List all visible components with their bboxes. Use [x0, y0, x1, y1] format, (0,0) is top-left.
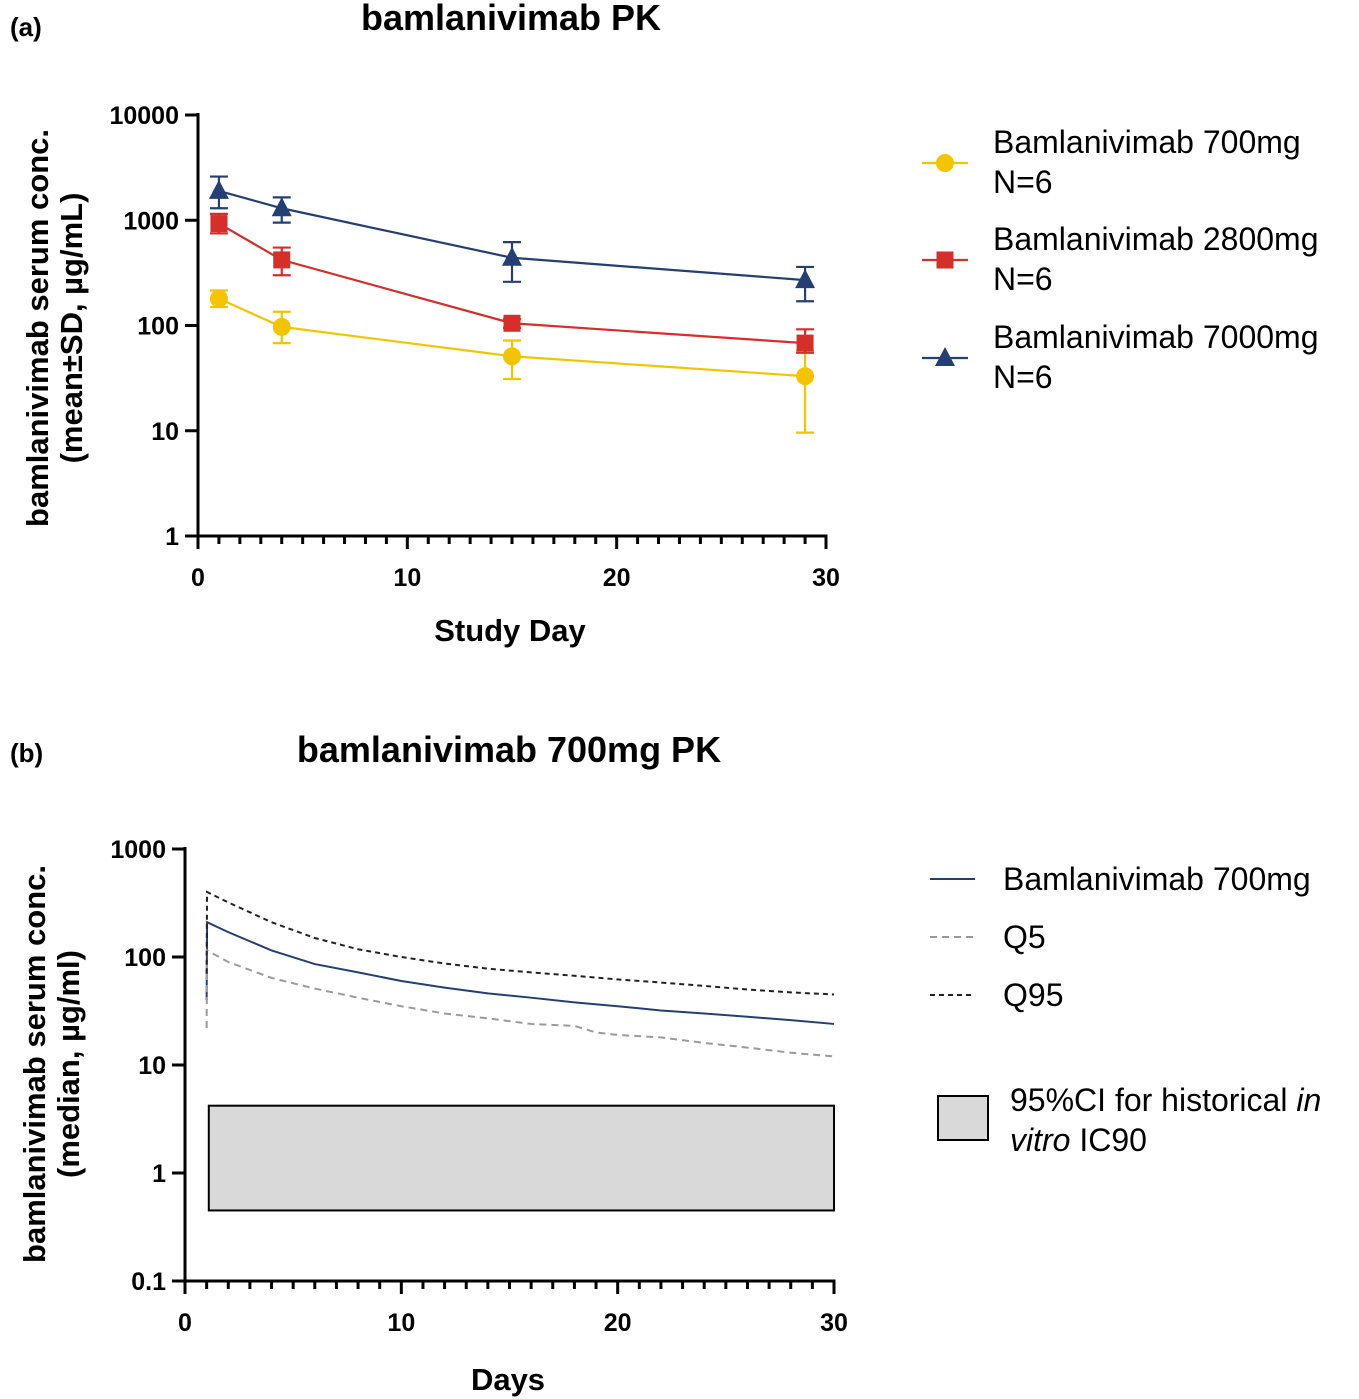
legend-band-swatch — [937, 1095, 989, 1141]
chart-b-axes: 0 10 20 30 0.1 1 10 100 1000 — [110, 836, 848, 1337]
chart-b-series-line-median — [205, 920, 835, 1025]
chart-b-title: bamlanivimab 700mg PK — [297, 729, 721, 770]
legend-band-text-c: vitro — [1010, 1122, 1070, 1158]
legend-item: Bamlanivimab 700mg — [930, 861, 1311, 897]
legend-item: Q5 — [930, 919, 1046, 955]
data-point — [796, 367, 815, 386]
legend-label: Bamlanivimab 2800mg — [993, 221, 1319, 257]
legend-band-label-line2: vitro IC90 — [1010, 1122, 1147, 1158]
chart-b-y-tick-label: 1 — [152, 1160, 166, 1188]
data-point — [503, 347, 521, 366]
legend-item: Bamlanivimab 7000mg N=6 — [922, 319, 1319, 395]
data-point — [271, 197, 292, 217]
legend-label: Bamlanivimab 700mg — [1003, 861, 1311, 897]
chart-a-xlabel: Study Day — [434, 613, 586, 648]
legend-band-text-b: in — [1296, 1082, 1321, 1118]
data-point — [273, 251, 291, 269]
data-point — [502, 246, 522, 266]
legend-label: Q95 — [1003, 977, 1063, 1013]
chart-a-y-tick-label: 10000 — [109, 102, 179, 130]
data-point — [795, 269, 816, 289]
data-point — [209, 289, 228, 308]
chart-b-legend: 95%CI for historical in vitro IC90 Bamla… — [930, 861, 1321, 1158]
chart-a-ylabel: bamlanivimab serum conc. (mean±SD, µg/mL… — [20, 129, 89, 527]
data-point — [796, 334, 814, 352]
chart-a-x-tick-label: 0 — [191, 564, 205, 592]
legend-marker — [935, 347, 955, 366]
data-point — [208, 179, 229, 199]
panel-label-b: (b) — [10, 738, 43, 768]
chart-b-y-tick-label: 100 — [124, 944, 166, 972]
legend-sublabel: N=6 — [993, 261, 1053, 297]
chart-a-ylabel-line2: (mean±SD, µg/mL) — [54, 193, 89, 464]
chart-a-x-tick-label: 20 — [603, 564, 631, 592]
chart-b-ylabel: bamlanivimab serum conc. (median, µg/ml) — [17, 865, 86, 1263]
chart-a-plot-area — [208, 175, 816, 434]
chart-b-plot-area — [205, 890, 835, 1058]
data-point — [210, 215, 228, 233]
legend-label: Bamlanivimab 700mg — [993, 124, 1301, 160]
chart-b-x-tick-label: 20 — [604, 1309, 632, 1337]
legend-band-text-d: IC90 — [1070, 1122, 1146, 1158]
legend-marker — [936, 154, 954, 172]
chart-b-ylabel-line2: (median, µg/ml) — [51, 950, 86, 1178]
series-line — [218, 189, 806, 282]
chart-b-y-tick-label: 10 — [138, 1052, 166, 1080]
legend-band-text-a: 95%CI for historical — [1010, 1082, 1296, 1118]
chart-a: (a) bamlanivimab PK bamlanivimab serum c… — [10, 0, 1319, 648]
legend-sublabel: N=6 — [993, 164, 1053, 200]
chart-b-x-tick-label: 30 — [820, 1309, 848, 1337]
chart-b-y-tick-label: 0.1 — [131, 1268, 166, 1296]
panel-label-a: (a) — [10, 12, 42, 42]
chart-a-series-700mg — [209, 289, 815, 434]
ic90-band — [207, 1104, 835, 1212]
chart-a-axes: 0 10 20 30 1 10 100 1000 10000 — [109, 102, 839, 592]
chart-a-x-tick-label: 10 — [393, 564, 421, 592]
chart-a-y-tick-label: 10 — [151, 418, 179, 446]
chart-a-series-2800mg — [209, 212, 815, 354]
chart-a-title: bamlanivimab PK — [361, 0, 661, 38]
chart-b-x-tick-label: 10 — [387, 1309, 415, 1337]
chart-a-ylabel-line1: bamlanivimab serum conc. — [20, 129, 55, 527]
data-point — [503, 314, 521, 332]
chart-b-x-tick-label: 0 — [178, 1309, 192, 1337]
series-line — [218, 297, 806, 378]
legend-marker — [936, 251, 954, 269]
chart-b-series-line-q5 — [205, 948, 835, 1058]
legend-item: Bamlanivimab 2800mg N=6 — [922, 221, 1319, 297]
chart-b-xlabel: Days — [471, 1362, 545, 1397]
chart-b: (b) bamlanivimab 700mg PK bamlanivimab s… — [10, 729, 1321, 1397]
data-point — [272, 317, 291, 336]
chart-b-y-tick-label: 1000 — [110, 836, 166, 864]
legend-band-label-line1: 95%CI for historical in — [1010, 1082, 1321, 1118]
chart-b-series-line-q95 — [205, 890, 835, 996]
chart-a-series-7000mg — [208, 175, 816, 303]
legend-item: Q95 — [930, 977, 1063, 1013]
legend-label: Q5 — [1003, 919, 1046, 955]
chart-a-y-tick-label: 100 — [137, 313, 179, 341]
chart-a-y-tick-label: 1000 — [123, 207, 179, 235]
legend-label: Bamlanivimab 7000mg — [993, 319, 1319, 355]
chart-b-ylabel-line1: bamlanivimab serum conc. — [17, 865, 52, 1263]
chart-a-y-tick-label: 1 — [165, 523, 179, 551]
legend-item: Bamlanivimab 700mg N=6 — [922, 124, 1301, 200]
chart-b-band-area — [207, 1104, 835, 1212]
chart-a-x-tick-label: 30 — [812, 564, 840, 592]
series-line — [218, 222, 806, 345]
legend-sublabel: N=6 — [993, 359, 1053, 395]
